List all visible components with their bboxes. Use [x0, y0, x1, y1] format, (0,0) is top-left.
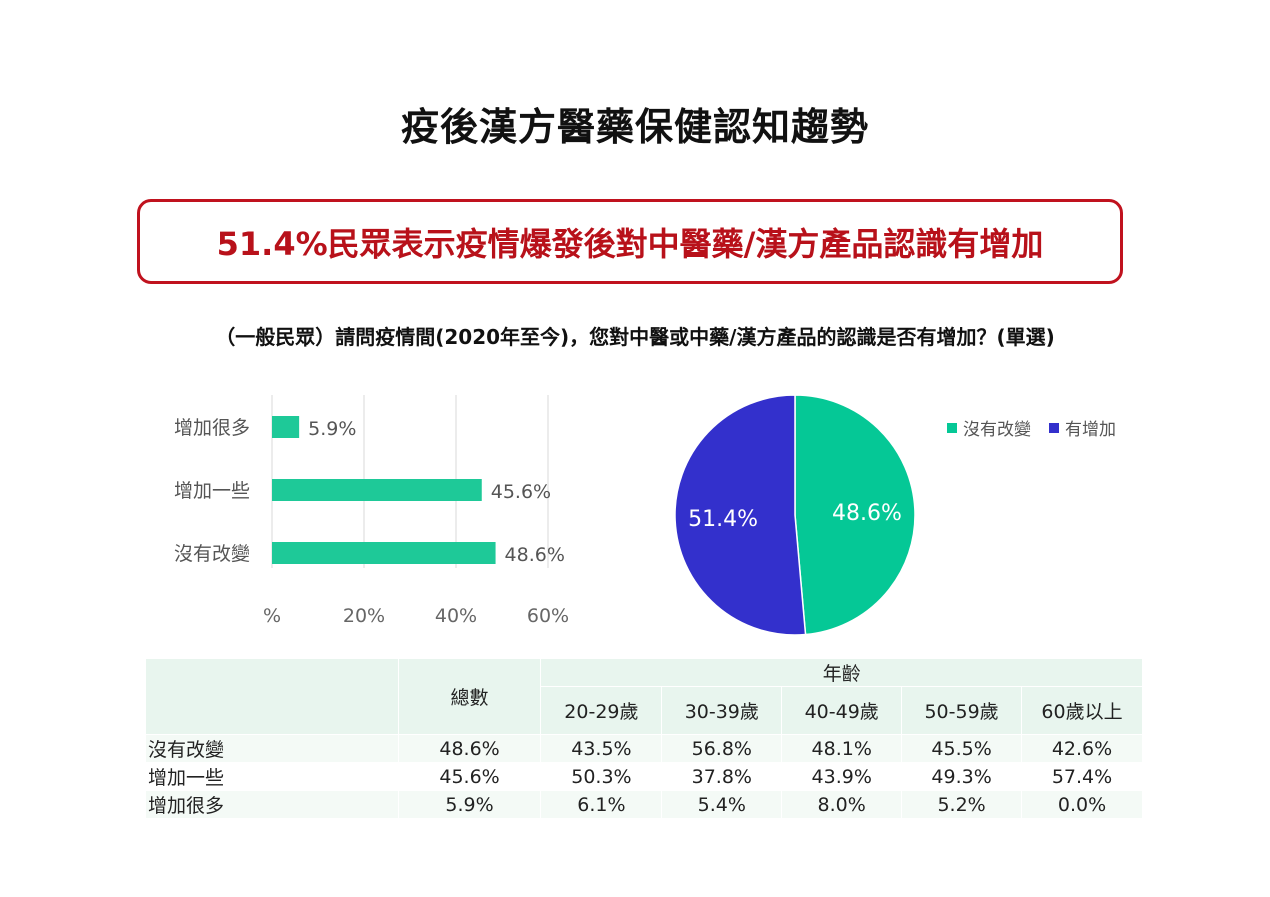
- bar: [272, 542, 496, 564]
- category-label: 沒有改變: [174, 543, 250, 565]
- pie-slice-label: 48.6%: [832, 501, 902, 526]
- table-header-col: 50-59歲: [901, 686, 1023, 735]
- x-tick-label: %: [263, 605, 281, 627]
- table-row: 增加很多 5.9% 6.1% 5.4% 8.0% 5.2% 0.0%: [145, 790, 1143, 819]
- row-total: 45.6%: [397, 762, 542, 791]
- pie-slice: [674, 394, 807, 636]
- table-row: 增加一些 45.6% 50.3% 37.8% 43.9% 49.3% 57.4%: [145, 762, 1143, 791]
- table-header-total: 總數: [397, 658, 542, 735]
- table-header-col: 60歲以上: [1021, 686, 1143, 735]
- table-cell: 48.1%: [781, 734, 903, 763]
- table-cell: 42.6%: [1021, 734, 1143, 763]
- survey-question: （一般民眾）請問疫情間(2020年至今)，您對中醫或中藥/漢方產品的認識是否有增…: [215, 325, 1055, 349]
- row-label: 增加很多: [145, 790, 399, 819]
- row-total: 48.6%: [397, 734, 542, 763]
- data-label: 45.6%: [491, 481, 551, 503]
- pie-legend: 沒有改變 有增加: [947, 415, 1116, 440]
- category-label: 增加一些: [174, 480, 250, 502]
- row-total: 5.9%: [397, 790, 542, 819]
- row-label: 增加一些: [145, 762, 399, 791]
- table-cell: 43.5%: [540, 734, 663, 763]
- table-header-col: 30-39歲: [661, 686, 783, 735]
- legend-label: 有增加: [1065, 420, 1116, 440]
- table-cell: 49.3%: [901, 762, 1023, 791]
- table-header-group: 年齡: [540, 658, 1143, 687]
- data-label: 48.6%: [505, 544, 565, 566]
- pie-chart: 48.6% 51.4%: [674, 394, 916, 636]
- table-cell: 8.0%: [781, 790, 903, 819]
- table-cell: 56.8%: [661, 734, 783, 763]
- table-header-col: 40-49歲: [781, 686, 903, 735]
- table-header-col: 20-29歲: [540, 686, 663, 735]
- x-tick-label: 40%: [435, 605, 477, 627]
- table-cell: 50.3%: [540, 762, 663, 791]
- x-tick-label: 60%: [527, 605, 569, 627]
- category-label: 增加很多: [174, 417, 250, 439]
- legend-swatch-blue: [1049, 422, 1059, 433]
- legend-item: 沒有改變: [947, 415, 1031, 440]
- headline-text: 51.4%民眾表示疫情爆發後對中醫藥/漢方產品認識有增加: [216, 224, 1044, 263]
- bar-chart: % 20% 40% 60% 增加很多 5.9% 增加一些 45.6% 沒有改變 48.6%: [174, 395, 569, 627]
- table-cell: 57.4%: [1021, 762, 1143, 791]
- bar: [272, 479, 482, 501]
- pie-slice-label: 51.4%: [688, 507, 758, 532]
- table-cell: 43.9%: [781, 762, 903, 791]
- row-label: 沒有改變: [145, 734, 399, 763]
- headline-box: 51.4%民眾表示疫情爆發後對中醫藥/漢方產品認識有增加: [137, 199, 1123, 284]
- legend-swatch-green: [947, 422, 957, 433]
- x-tick-label: 20%: [343, 605, 385, 627]
- page-title: 疫後漢方醫藥保健認知趨勢: [400, 105, 869, 149]
- legend-item: 有增加: [1049, 415, 1116, 440]
- table-cell: 45.5%: [901, 734, 1023, 763]
- table-cell: 0.0%: [1021, 790, 1143, 819]
- table-row: 沒有改變 48.6% 43.5% 56.8% 48.1% 45.5% 42.6%: [145, 734, 1143, 763]
- bar: [272, 416, 300, 438]
- age-breakdown-table: 總數 年齡 20-29歲 30-39歲 40-49歲 50-59歲 60歲以上 …: [145, 658, 1143, 819]
- table-cell: 37.8%: [661, 762, 783, 791]
- legend-label: 沒有改變: [963, 420, 1031, 440]
- table-cell: 5.4%: [661, 790, 783, 819]
- table-corner-cell: [145, 658, 399, 735]
- pie-slice: [794, 394, 916, 636]
- table-cell: 5.2%: [901, 790, 1023, 819]
- data-label: 5.9%: [308, 418, 356, 440]
- table-cell: 6.1%: [540, 790, 663, 819]
